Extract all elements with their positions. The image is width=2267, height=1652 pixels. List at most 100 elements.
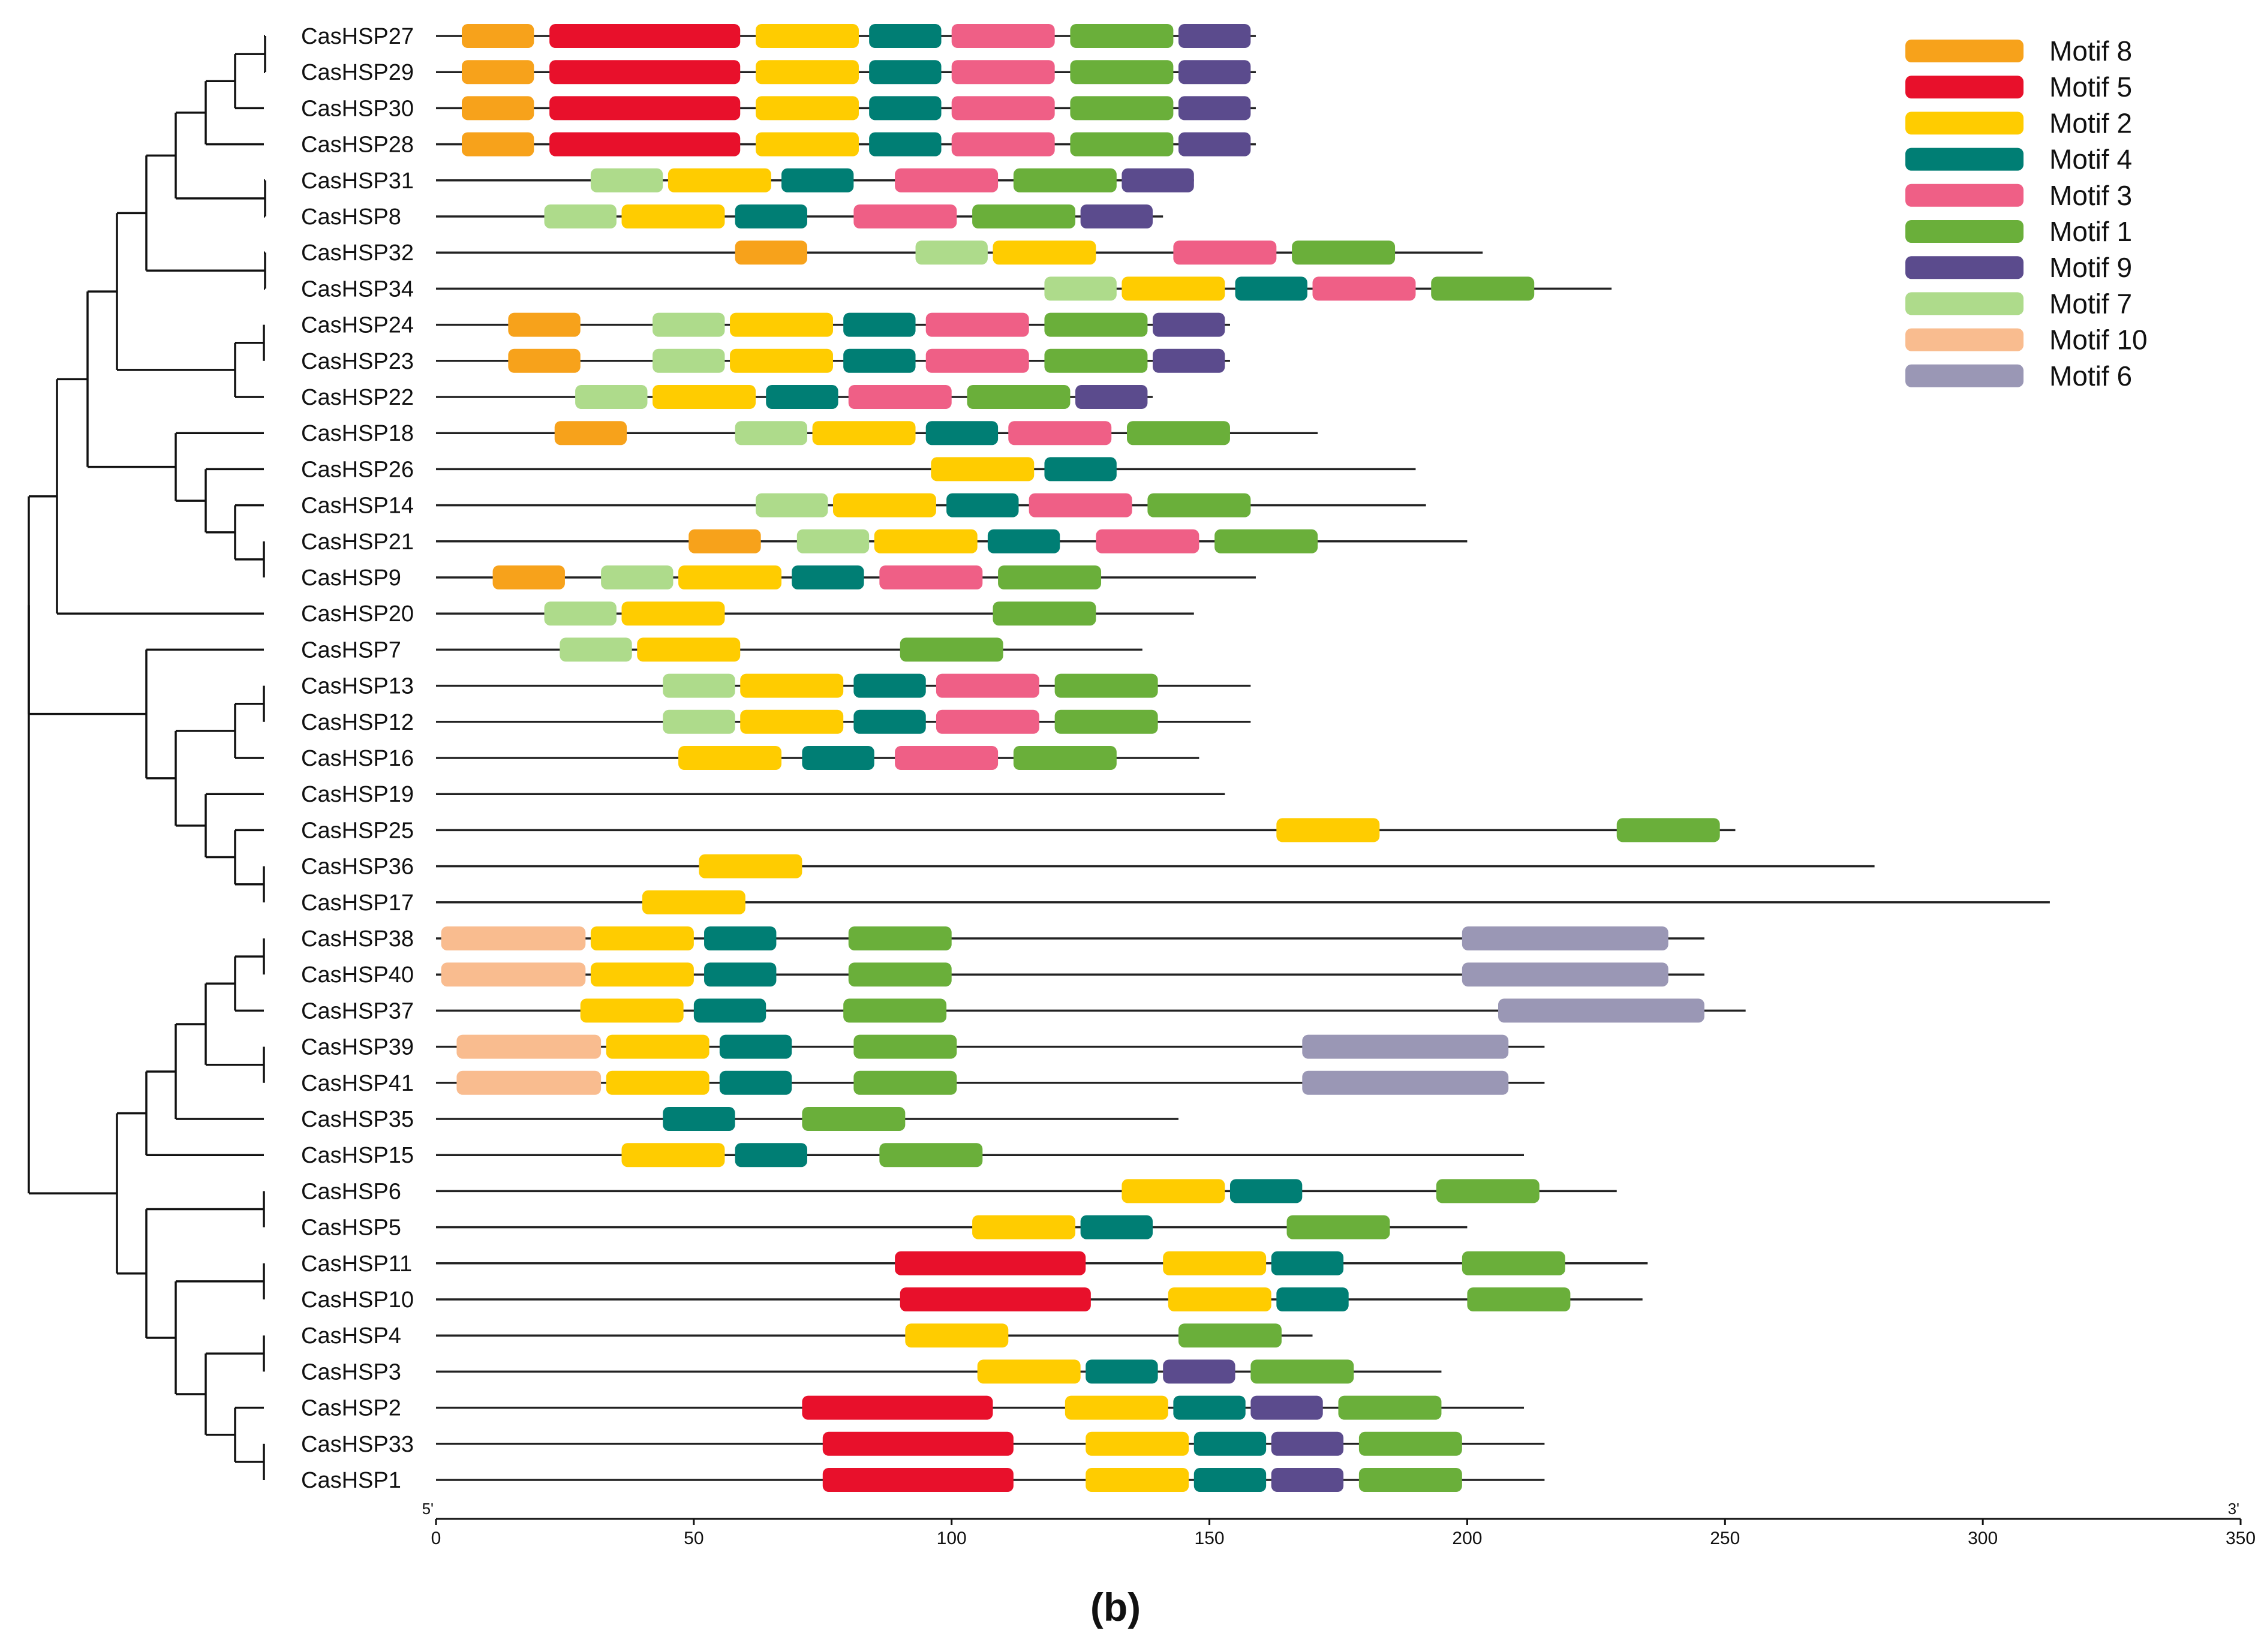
gene-label: CasHSP28: [301, 133, 414, 158]
motif-legend: Motif 8 Motif 5 Motif 2 Motif 4 Motif 3 Motif…: [1905, 35, 2148, 392]
motif-box: [1358, 1431, 1462, 1456]
motif-box: [832, 493, 936, 517]
gene-track: [436, 96, 1256, 121]
motif-box: [874, 529, 978, 553]
motif-box: [756, 24, 859, 48]
motif-box: [1462, 926, 1668, 950]
motif-box: [441, 962, 586, 987]
motif-box: [1080, 1215, 1153, 1239]
motif-box: [1054, 709, 1158, 734]
motif-box: [900, 637, 1003, 662]
motif-box: [699, 854, 802, 878]
gene-label: CasHSP25: [301, 818, 414, 843]
motif-box: [879, 565, 983, 589]
motif-box: [1276, 818, 1380, 842]
motif-box: [936, 709, 1039, 734]
motif-box: [977, 1359, 1081, 1384]
legend-swatch: [1905, 148, 2024, 171]
gene-track: [436, 1034, 1545, 1059]
gene-track: [436, 529, 1468, 553]
gene-label: CasHSP24: [301, 313, 414, 338]
legend-label: Motif 5: [2049, 71, 2132, 103]
gene-track: [436, 385, 1153, 409]
motif-box: [972, 204, 1076, 228]
gene-track: [436, 565, 1256, 589]
axis-tick-label: 0: [431, 1528, 441, 1548]
motif-box: [843, 312, 916, 337]
motif-box: [853, 1034, 957, 1059]
motif-box: [735, 204, 807, 228]
motif-box: [848, 385, 952, 409]
gene-label: CasHSP20: [301, 601, 414, 627]
motif-box: [688, 529, 761, 553]
gene-label: CasHSP40: [301, 962, 414, 988]
motif-box: [704, 962, 777, 987]
gene-label: CasHSP33: [301, 1432, 414, 1457]
motif-box: [1044, 312, 1148, 337]
motif-box: [1044, 276, 1117, 301]
motif-box: [756, 60, 859, 85]
legend-label: Motif 3: [2049, 180, 2132, 211]
gene-label: CasHSP8: [301, 204, 401, 230]
gene-label: CasHSP22: [301, 385, 414, 410]
motif-box: [1467, 1287, 1571, 1311]
motif-box: [972, 1215, 1076, 1239]
motif-box: [1250, 1359, 1354, 1384]
gene-track: [436, 132, 1256, 157]
motif-box: [554, 421, 627, 446]
gene-track: [436, 1070, 1545, 1095]
gene-labels: CasHSP27 CasHSP29 CasHSP30 CasHSP28 CasHSP31…: [301, 24, 414, 1493]
motif-box: [895, 168, 999, 192]
motif-box: [998, 565, 1102, 589]
gene-label: CasHSP31: [301, 168, 414, 194]
gene-track: [436, 601, 1194, 626]
motif-box: [1178, 132, 1251, 157]
motif-box: [678, 746, 782, 770]
motif-box: [663, 1107, 735, 1131]
gene-track: [436, 240, 1483, 265]
motif-box: [663, 709, 735, 734]
motif-box: [1070, 132, 1174, 157]
axis-tick-label: 350: [2226, 1528, 2256, 1548]
gene-track: [436, 926, 1704, 950]
motif-box: [461, 132, 534, 157]
motif-box: [456, 1070, 602, 1095]
motif-box: [637, 637, 741, 662]
motif-box: [1616, 818, 1720, 842]
motif-box: [1086, 1359, 1158, 1384]
gene-label: CasHSP37: [301, 998, 414, 1024]
motif-box: [549, 24, 741, 48]
motif-box: [508, 312, 581, 337]
motif-box: [590, 962, 694, 987]
motif-box: [1338, 1395, 1442, 1420]
motif-box: [1086, 1468, 1189, 1492]
gene-track: [436, 890, 2050, 914]
axis-tick-label: 50: [684, 1528, 703, 1548]
gene-label: CasHSP36: [301, 854, 414, 880]
motif-box: [590, 926, 694, 950]
axis-tick-label: 250: [1710, 1528, 1740, 1548]
motif-box: [580, 998, 684, 1023]
legend-swatch: [1905, 76, 2024, 99]
motif-box: [492, 565, 565, 589]
motif-box: [895, 746, 999, 770]
motif-box: [1086, 1431, 1189, 1456]
gene-track: [436, 493, 1426, 517]
motif-box: [766, 385, 838, 409]
motif-box: [1498, 998, 1704, 1023]
gene-track: [436, 818, 1736, 842]
legend-label: Motif 9: [2049, 252, 2132, 283]
gene-label: CasHSP4: [301, 1323, 401, 1349]
motif-box: [1044, 457, 1117, 482]
motif-box: [1070, 24, 1174, 48]
motif-box: [1075, 385, 1148, 409]
gene-track: [436, 1468, 1545, 1492]
gene-label: CasHSP2: [301, 1396, 401, 1421]
motif-box: [704, 926, 777, 950]
figure-caption: (b): [1090, 1585, 1141, 1629]
motif-box: [1070, 60, 1174, 85]
legend-label: Motif 10: [2049, 324, 2148, 356]
motif-box: [575, 385, 648, 409]
motif-box: [1029, 493, 1132, 517]
